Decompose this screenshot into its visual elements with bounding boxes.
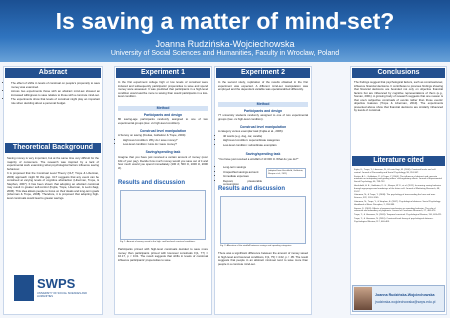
bullet: High-level condition: superordinate cate…	[223, 138, 308, 143]
subsection-title: Saving/spending task	[145, 150, 181, 154]
figure	[120, 190, 206, 240]
logo-name: SWPS	[37, 276, 76, 291]
subsection-title: Participants and design	[143, 113, 183, 117]
subsection-title: Participants and design	[243, 109, 283, 113]
bullet: Unspecified savings account	[223, 170, 262, 175]
saving-text: "You have just received a windfall of 10…	[218, 157, 299, 161]
results-text: Participants primed with high-level cons…	[118, 247, 208, 262]
bullet-list: The effect of shifts in levels of constr…	[6, 81, 100, 105]
bullet: Low-level condition: subordinate exempla…	[223, 143, 308, 148]
results-heading: Results and discussion	[218, 186, 286, 192]
results-heading: Results and discussion	[118, 180, 186, 186]
paragraph: It is proposed that the Construal Level …	[7, 171, 99, 200]
abstract-text: The effect of shifts in levels of constr…	[6, 81, 100, 106]
bullet: The experiments show that levels of cons…	[11, 97, 100, 105]
affiliation: University of Social Sciences and Humani…	[110, 50, 340, 57]
author-photo	[354, 287, 372, 310]
subsection-title: Construal level manipulation	[139, 129, 187, 133]
reference: Soman, D. (2001). Effects of payment mec…	[354, 207, 436, 213]
column-panel	[3, 66, 103, 315]
bullet: Immediate expenses	[223, 174, 262, 179]
participants-text: 80 saving-age participants randomly assi…	[118, 117, 208, 125]
paragraph: Saving money is very important, but at t…	[7, 156, 99, 171]
bullet: Low-level condition: How do I save money…	[123, 142, 208, 147]
bullet: Long-term savings	[223, 165, 262, 170]
header-band	[0, 0, 450, 62]
logo-sub: UNIVERSITY OF SOCIAL SCIENCES AND HUMANI…	[37, 292, 88, 298]
reference-list: Fujita, K., Trope, Y., Liberman, N., & L…	[354, 169, 443, 225]
author: Joanna Rudzińska-Wojciechowska	[155, 39, 295, 49]
reference: Hershfield, H. E., Goldstein, D. G., Sha…	[354, 184, 442, 193]
bullet-list: 40 words (e.g. dog, car, candle) High-le…	[218, 134, 308, 148]
figure-caption: Fig. 2. Allocation of the windfall betwe…	[220, 245, 292, 247]
background-text: Saving money is very important, but at t…	[7, 156, 99, 201]
reference: Freitas, A. L., Gollwitzer, P., & Trope,…	[354, 175, 442, 184]
reference: Fujita, K., Trope, Y., Liberman, N., & L…	[354, 169, 437, 174]
bullet: Deposit, pleasurable consumption	[223, 179, 262, 187]
section-heading: Experiment 1	[116, 68, 210, 78]
reference: Liberman, N., & Trope, Y. (2008). The ps…	[354, 194, 436, 200]
intro-text: In the first experiment college high or …	[118, 80, 208, 98]
poster-title: Is saving a matter of mind-set?	[55, 8, 395, 34]
bullet: 40 words (e.g. dog, car, candle)	[223, 134, 308, 139]
contact-email: jrudzinska-wojciechowska@swps.edu.pl	[375, 300, 436, 304]
figure-caption: Fig. 1. Amount of money saved in the hig…	[120, 241, 196, 243]
subsection-title: Saving/spending task	[245, 152, 281, 156]
column-panel	[350, 66, 447, 315]
bullet-list: Long-term savings Unspecified savings ac…	[218, 165, 262, 187]
reference: Trope, Y., & Liberman, N. (2010). Constr…	[354, 217, 434, 223]
section-heading: Literature cited	[352, 156, 445, 166]
figure	[220, 196, 306, 244]
section-heading: Abstract	[5, 68, 101, 78]
saving-options: Long-term savings Unspecified savings ac…	[218, 165, 262, 188]
results-text: There was a significant difference betwe…	[218, 251, 308, 266]
bullet: Across two experiments those with an abs…	[11, 89, 100, 97]
bullet: The effect of shifts in levels of constr…	[11, 81, 100, 89]
note-box: (adapted from Hershfield, Goldstein, Sha…	[266, 168, 306, 178]
contact-name: Joanna Rudzińska-Wojciechowska	[375, 293, 435, 297]
section-heading: Theoretical Background	[5, 143, 101, 153]
section-heading: Conclusions	[352, 68, 445, 78]
conclusions-text: The findings suggest that psychological …	[354, 80, 443, 112]
paragraph: A Survey on saving (Freitas, Gollwitzer …	[118, 133, 187, 137]
construal-text: A category versus exemplar task (Fujita …	[218, 129, 308, 148]
reference: Trope, Y., & Liberman, N. (2003). Tempor…	[354, 214, 442, 217]
bullet: High-level condition: Why do I save mone…	[123, 138, 208, 143]
method-heading: Method	[118, 106, 208, 111]
logo-mark	[14, 275, 34, 301]
reference: Liberman, N., Trope, Y., & Stephan, E. (…	[354, 200, 441, 206]
participants-text: 77 university students randomly assigned…	[218, 113, 308, 121]
paragraph: A category versus exemplar task (Fujita …	[218, 129, 284, 133]
intro-text: In the second study, replication of the …	[218, 80, 308, 91]
construal-text: A Survey on saving (Freitas, Gollwitzer …	[118, 133, 208, 148]
section-heading: Experiment 2	[216, 68, 310, 78]
column-panel	[214, 66, 312, 315]
method-heading: Method	[218, 102, 308, 107]
subsection-title: Construal level manipulation	[239, 125, 287, 129]
bullet-list: High-level condition: Why do I save mone…	[118, 138, 208, 147]
saving-text: Imagine that you have just received a ce…	[118, 155, 208, 170]
